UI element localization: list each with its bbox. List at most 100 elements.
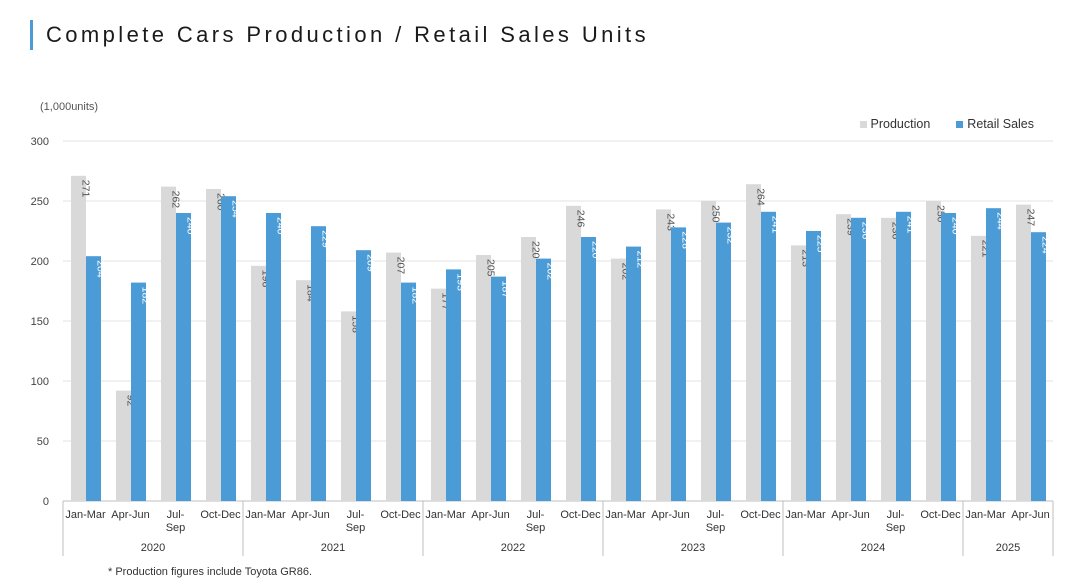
bar-production — [116, 390, 131, 501]
x-year-label: 2025 — [996, 542, 1020, 554]
data-label-production: 250 — [710, 205, 722, 223]
x-year-label: 2022 — [501, 542, 525, 554]
bar-retail-sales — [356, 250, 371, 501]
y-tick-label: 100 — [31, 376, 49, 388]
bar-retail-sales — [266, 213, 281, 501]
legend-item-retail-sales: Retail Sales — [956, 117, 1034, 131]
data-label-retail-sales: 220 — [590, 241, 602, 259]
bar-production — [701, 201, 716, 501]
title-accent-bar — [30, 20, 33, 50]
bar-retail-sales — [626, 246, 641, 501]
data-label-retail-sales: 204 — [95, 260, 107, 278]
x-tick-label: Jul- — [887, 509, 905, 521]
x-tick-label: Oct-Dec — [920, 509, 961, 521]
bar-production — [881, 217, 896, 502]
y-tick-label: 150 — [31, 316, 49, 328]
bar-retail-sales — [716, 222, 731, 501]
bar-retail-sales — [581, 237, 596, 501]
data-label-retail-sales: 182 — [410, 287, 422, 305]
bar-retail-sales — [131, 282, 146, 501]
x-tick-label: Jan-Mar — [785, 509, 826, 521]
bar-production — [791, 245, 806, 501]
x-tick-label: Apr-Jun — [651, 509, 690, 521]
bar-retail-sales — [986, 208, 1001, 501]
bar-retail-sales — [221, 196, 236, 501]
bar-production — [971, 235, 986, 502]
x-tick-label: Sep — [166, 522, 186, 534]
x-tick-label: Jan-Mar — [605, 509, 646, 521]
bar-production — [1016, 204, 1031, 501]
data-label-retail-sales: 209 — [365, 254, 377, 272]
bar-retail-sales — [806, 231, 821, 501]
legend-label-retail-sales: Retail Sales — [967, 117, 1034, 131]
bar-retail-sales — [896, 211, 911, 502]
legend-label-production: Production — [870, 117, 931, 131]
bar-production — [296, 280, 311, 501]
bar-retail-sales — [86, 256, 101, 501]
y-tick-label: 0 — [43, 496, 49, 508]
x-tick-label: Jan-Mar — [245, 509, 286, 521]
data-label-retail-sales: 241 — [905, 216, 917, 234]
bar-production — [476, 255, 491, 501]
bar-retail-sales — [761, 211, 776, 502]
legend-item-production: Production — [859, 117, 931, 131]
bar-production — [656, 209, 671, 501]
data-label-production: 207 — [395, 257, 407, 275]
bar-retail-sales — [311, 226, 326, 501]
data-label-production: 247 — [1025, 209, 1037, 227]
data-label-production: 246 — [575, 210, 587, 228]
data-label-production: 271 — [80, 180, 92, 198]
x-tick-label: Jul- — [167, 509, 185, 521]
bar-production — [206, 189, 221, 501]
bar-retail-sales — [1031, 232, 1046, 501]
bar-production — [341, 311, 356, 501]
x-year-label: 2023 — [681, 542, 705, 554]
bar-retail-sales — [941, 213, 956, 501]
data-label-retail-sales: 244 — [995, 212, 1007, 230]
y-tick-label: 250 — [31, 196, 49, 208]
bar-production — [161, 186, 176, 501]
data-label-retail-sales: 241 — [770, 216, 782, 234]
bar-production — [71, 175, 86, 502]
data-label-production: 220 — [530, 241, 542, 259]
x-tick-label: Jan-Mar — [965, 509, 1006, 521]
bar-retail-sales — [491, 276, 506, 501]
data-label-retail-sales: 228 — [680, 231, 692, 249]
bar-production — [251, 265, 266, 501]
bar-retail-sales — [446, 269, 461, 501]
x-tick-label: Apr-Jun — [831, 509, 870, 521]
x-tick-label: Sep — [706, 522, 726, 534]
x-tick-label: Apr-Jun — [291, 509, 330, 521]
bar-production — [386, 252, 401, 501]
data-label-retail-sales: 193 — [455, 273, 467, 291]
x-tick-label: Apr-Jun — [471, 509, 510, 521]
data-label-retail-sales: 229 — [320, 230, 332, 248]
page-title: Complete Cars Production / Retail Sales … — [46, 22, 649, 47]
bar-production — [836, 214, 851, 501]
bar-production — [926, 201, 941, 501]
data-label-retail-sales: 254 — [230, 200, 242, 218]
data-label-retail-sales: 240 — [185, 217, 197, 235]
data-label-retail-sales: 187 — [500, 281, 512, 299]
x-year-label: 2024 — [861, 542, 885, 554]
bar-production — [746, 184, 761, 501]
data-label-retail-sales: 225 — [815, 235, 827, 253]
data-label-production: 92 — [125, 395, 137, 407]
data-label-retail-sales: 232 — [725, 227, 737, 245]
footnote: * Production figures include Toyota GR86… — [108, 566, 313, 578]
data-label-retail-sales: 182 — [140, 287, 152, 305]
x-tick-label: Jan-Mar — [425, 509, 466, 521]
x-tick-label: Oct-Dec — [560, 509, 601, 521]
x-tick-label: Apr-Jun — [111, 509, 150, 521]
data-label-production: 243 — [665, 213, 677, 231]
bar-retail-sales — [176, 213, 191, 501]
x-tick-label: Sep — [526, 522, 546, 534]
x-tick-label: Oct-Dec — [200, 509, 241, 521]
x-year-label: 2021 — [321, 542, 345, 554]
bar-production — [521, 237, 536, 501]
legend-swatch-retail-sales — [956, 120, 964, 128]
x-tick-label: Apr-Jun — [1011, 509, 1050, 521]
bar-production — [431, 288, 446, 501]
data-label-retail-sales: 240 — [275, 217, 287, 235]
legend-swatch-production — [859, 120, 867, 128]
